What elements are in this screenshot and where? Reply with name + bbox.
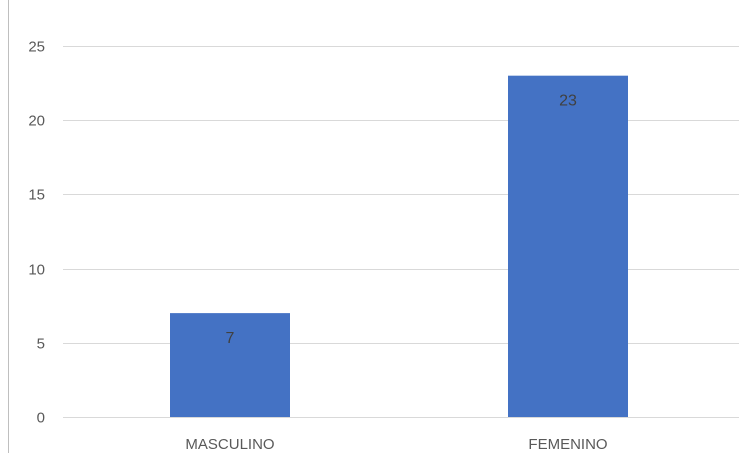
bar-masculino	[170, 313, 290, 417]
x-category-label-masculino: MASCULINO	[185, 436, 274, 453]
y-tick-label: 0	[37, 410, 45, 427]
bars	[170, 75, 628, 418]
y-tick-label: 20	[28, 113, 45, 130]
bar-femenino	[508, 75, 628, 418]
x-category-label-femenino: FEMENINO	[528, 436, 607, 453]
y-tick-label: 5	[37, 336, 45, 353]
data-label-masculino: 7	[226, 330, 235, 347]
data-labels: 7 23	[226, 93, 577, 347]
y-axis-tick-labels: 0 5 10 15 20 25	[28, 39, 45, 427]
data-label-femenino: 23	[559, 93, 577, 110]
y-tick-label: 25	[28, 39, 45, 56]
y-tick-label: 15	[28, 187, 45, 204]
gridlines	[63, 46, 739, 418]
x-axis-category-labels: MASCULINO FEMENINO	[185, 436, 607, 453]
y-tick-label: 10	[28, 262, 45, 279]
